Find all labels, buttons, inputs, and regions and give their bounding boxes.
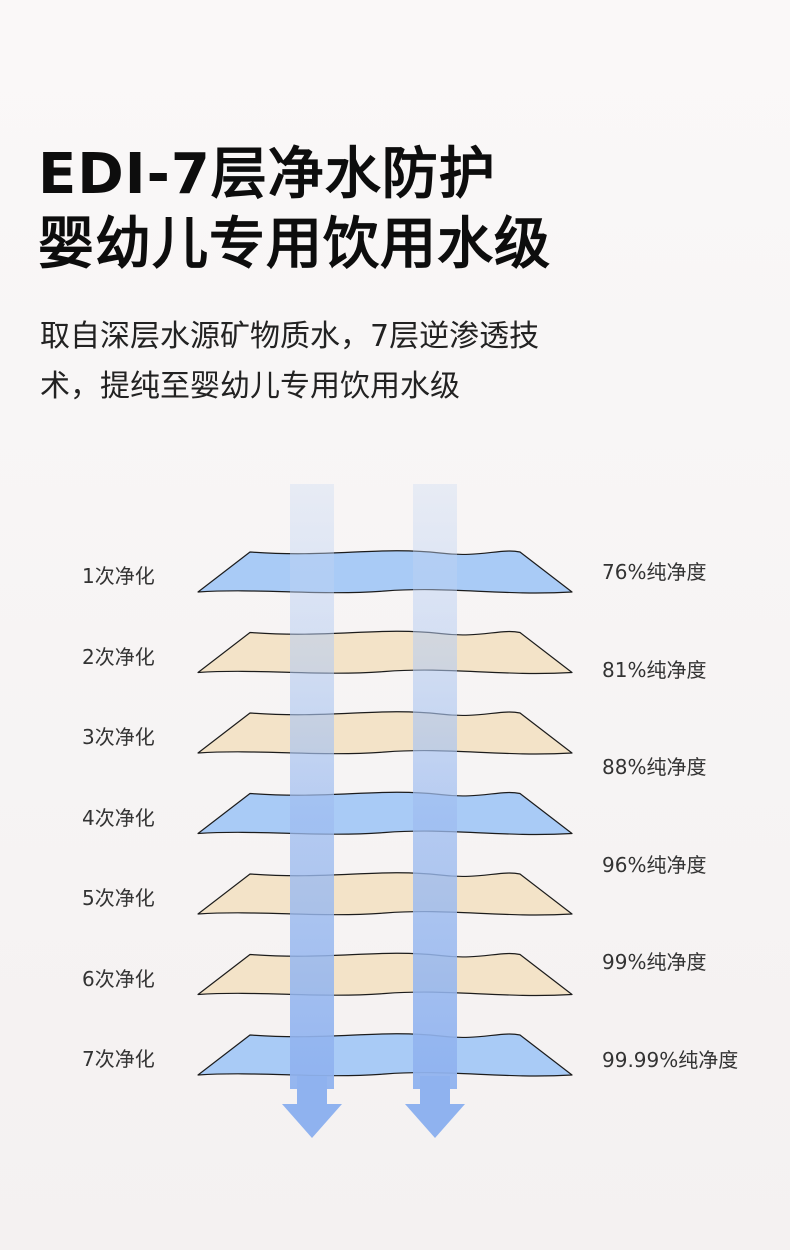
flow-arrow-1-icon bbox=[282, 1104, 342, 1138]
purification-layers-graphic bbox=[197, 484, 573, 1138]
purity-label-6: 99.99%纯净度 bbox=[602, 1047, 739, 1072]
flow-arrow-shaft-1 bbox=[297, 1076, 327, 1106]
stage-label-7: 7次净化 bbox=[82, 1047, 155, 1071]
filter-layer-1 bbox=[197, 550, 573, 594]
purity-label-1: 76%纯净度 bbox=[602, 560, 707, 584]
filter-layer-5 bbox=[197, 872, 573, 916]
subtitle-line-2: 术，提纯至婴幼儿专用饮用水级 bbox=[40, 369, 460, 404]
purity-label-4: 96%纯净度 bbox=[602, 852, 707, 877]
stage-label-2: 2次净化 bbox=[82, 644, 155, 669]
water-stream-2 bbox=[413, 484, 457, 1089]
title-line-2: 婴幼儿专用饮用水级 bbox=[38, 212, 551, 277]
stage-label-4: 4次净化 bbox=[82, 805, 155, 830]
water-stream-1 bbox=[290, 484, 334, 1089]
subtitle-line-1: 取自深层水源矿物质水，7层逆渗透技 bbox=[40, 319, 540, 354]
purity-label-2: 81%纯净度 bbox=[602, 657, 707, 682]
purity-label-3: 88%纯净度 bbox=[602, 755, 707, 779]
filter-layer-3 bbox=[197, 711, 573, 755]
purification-diagram: 1次净化 76%纯净度 2次净化 81%纯净度 3次净化 88%纯净度 4次净化 96%纯净度… bbox=[0, 470, 790, 1170]
filter-layer-4 bbox=[197, 791, 573, 836]
stage-label-5: 5次净化 bbox=[82, 886, 155, 910]
stage-label-1: 1次净化 bbox=[82, 564, 155, 588]
title-line-1: EDI-7层净水防护 bbox=[38, 142, 496, 207]
stage-label-6: 6次净化 bbox=[82, 966, 155, 991]
page-title: EDI-7层净水防护 婴幼儿专用饮用水级 bbox=[38, 140, 551, 280]
page-subtitle: 取自深层水源矿物质水，7层逆渗透技 术，提纯至婴幼儿专用饮用水级 bbox=[40, 312, 660, 412]
filter-layer-6 bbox=[197, 952, 573, 997]
filter-layer-2 bbox=[197, 630, 573, 675]
purity-label-5: 99%纯净度 bbox=[602, 950, 707, 974]
filter-layer-7 bbox=[197, 1033, 573, 1077]
flow-arrow-2-icon bbox=[405, 1104, 465, 1138]
stage-label-3: 3次净化 bbox=[82, 725, 155, 749]
flow-arrow-shaft-2 bbox=[420, 1076, 450, 1106]
